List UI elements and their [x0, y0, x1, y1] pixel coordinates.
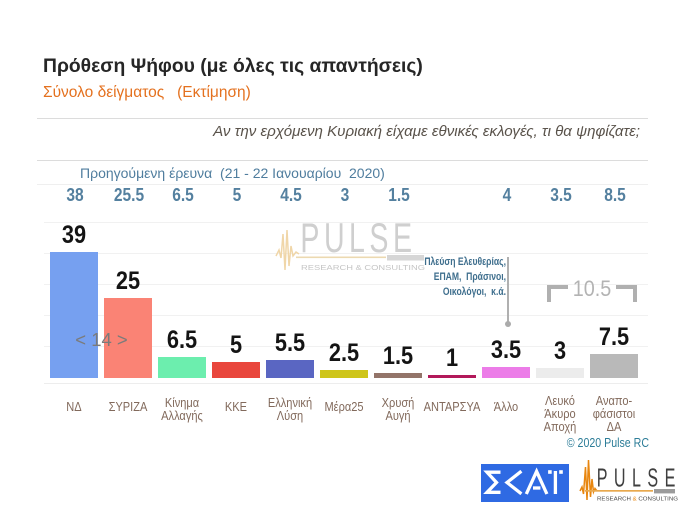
svg-text:PULSE: PULSE	[300, 213, 416, 261]
svg-text:RESEARCH & CONSULTING: RESEARCH & CONSULTING	[301, 263, 425, 272]
svg-text:RESEARCH & CONSULTING: RESEARCH & CONSULTING	[597, 497, 678, 503]
svg-text:PULSE: PULSE	[597, 462, 682, 492]
